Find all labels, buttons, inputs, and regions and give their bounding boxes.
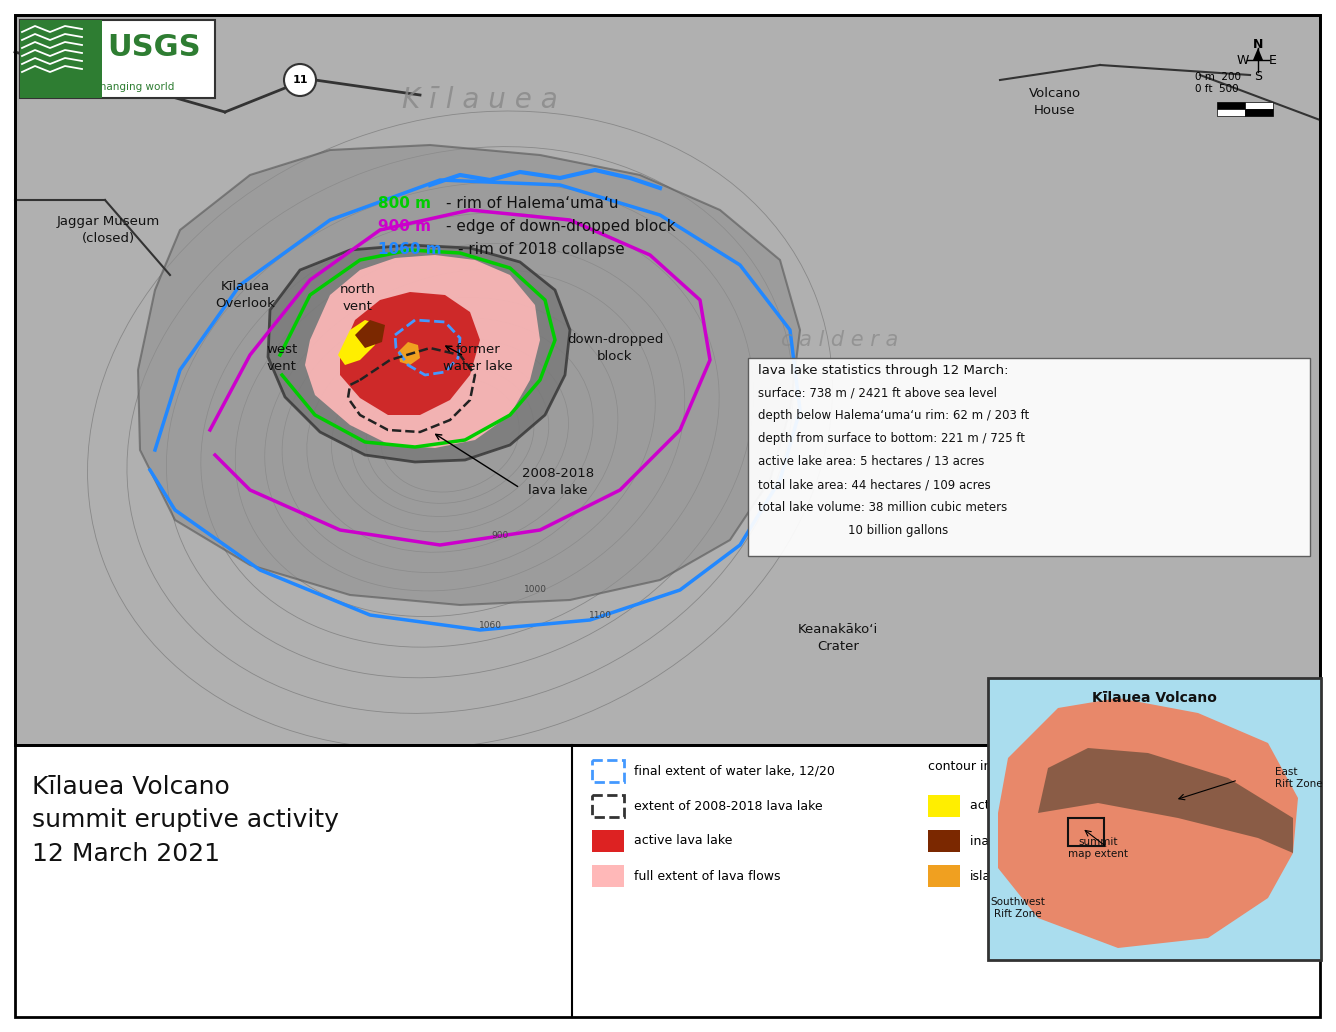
Polygon shape — [1038, 748, 1293, 853]
Bar — [1067, 818, 1104, 846]
Bar — [15, 15, 1320, 745]
Text: extent of 2008-2018 lava lake: extent of 2008-2018 lava lake — [635, 800, 823, 812]
Text: 1060 m: 1060 m — [378, 241, 442, 257]
Text: Volcano
House: Volcano House — [1029, 87, 1081, 117]
Bar — [15, 745, 1320, 1017]
Text: N: N — [1253, 37, 1263, 51]
Text: Kīlauea Volcano: Kīlauea Volcano — [1092, 691, 1217, 705]
Text: - edge of down-dropped block: - edge of down-dropped block — [446, 219, 676, 234]
Polygon shape — [998, 698, 1299, 948]
Text: 800 m: 800 m — [378, 196, 432, 211]
Text: total lake volume: 38 million cubic meters: total lake volume: 38 million cubic mete… — [758, 501, 1007, 514]
Text: S: S — [1255, 69, 1263, 83]
Text: 900: 900 — [492, 530, 509, 540]
Text: - rim of 2018 collapse: - rim of 2018 collapse — [458, 241, 625, 257]
FancyBboxPatch shape — [748, 358, 1311, 556]
Text: summit
map extent: summit map extent — [1067, 837, 1128, 860]
Text: active lake area: 5 hectares / 13 acres: active lake area: 5 hectares / 13 acres — [758, 455, 985, 467]
Bar — [20, 20, 102, 98]
Text: 900 m: 900 m — [378, 219, 432, 234]
Text: W: W — [1237, 54, 1249, 66]
Bar — [929, 865, 961, 886]
Bar — [15, 15, 1320, 745]
Text: final extent of water lake, 12/20: final extent of water lake, 12/20 — [635, 765, 835, 777]
Bar — [592, 865, 624, 886]
Bar — [929, 795, 961, 817]
Text: 1000: 1000 — [524, 585, 546, 594]
Text: 0 m  200: 0 m 200 — [1194, 72, 1241, 82]
Text: - rim of Halemaʻumaʻu: - rim of Halemaʻumaʻu — [446, 196, 619, 211]
Text: Kīlauea
Overlook: Kīlauea Overlook — [215, 280, 275, 310]
Text: East
Rift Zone: East Rift Zone — [1275, 767, 1323, 789]
Polygon shape — [398, 342, 420, 365]
Text: Southwest
Rift Zone: Southwest Rift Zone — [990, 897, 1046, 920]
Polygon shape — [269, 245, 570, 462]
Text: USGS: USGS — [107, 33, 200, 63]
Text: Jaggar Museum
(closed): Jaggar Museum (closed) — [56, 215, 159, 245]
Text: 1060: 1060 — [478, 620, 501, 630]
Polygon shape — [1253, 49, 1263, 60]
Text: Keanakākoʻi
Crater: Keanakākoʻi Crater — [798, 623, 878, 653]
Text: active lava lake: active lava lake — [635, 835, 732, 847]
Text: 0 ft  500: 0 ft 500 — [1194, 84, 1238, 94]
Text: island: island — [970, 870, 1007, 882]
Polygon shape — [138, 146, 800, 605]
Bar — [929, 830, 961, 852]
Text: total lake area: 44 hectares / 109 acres: total lake area: 44 hectares / 109 acres — [758, 478, 991, 491]
Text: former
water lake: former water lake — [444, 343, 513, 373]
Polygon shape — [305, 255, 540, 448]
Text: depth from surface to bottom: 221 m / 725 ft: depth from surface to bottom: 221 m / 72… — [758, 432, 1025, 445]
Text: full extent of lava flows: full extent of lava flows — [635, 870, 780, 882]
Text: north
vent: north vent — [341, 283, 375, 313]
Text: surface: 738 m / 2421 ft above sea level: surface: 738 m / 2421 ft above sea level — [758, 386, 997, 399]
Text: E: E — [1269, 54, 1277, 66]
Text: 1100: 1100 — [588, 611, 612, 619]
Text: depth below Halemaʻumaʻu rim: 62 m / 203 ft: depth below Halemaʻumaʻu rim: 62 m / 203… — [758, 409, 1029, 422]
FancyBboxPatch shape — [20, 20, 215, 98]
Text: 10 billion gallons: 10 billion gallons — [758, 524, 949, 537]
Bar — [1245, 102, 1273, 109]
Text: inactive eruptive vent: inactive eruptive vent — [970, 835, 1108, 847]
Polygon shape — [355, 320, 385, 348]
Text: active eruptive vent: active eruptive vent — [970, 800, 1097, 812]
Text: 2008-2018
lava lake: 2008-2018 lava lake — [522, 467, 595, 497]
Text: science for a changing world: science for a changing world — [24, 82, 175, 92]
Text: west
vent: west vent — [266, 343, 298, 373]
Bar — [989, 678, 1321, 960]
Bar — [592, 830, 624, 852]
Text: K ī l a u e a: K ī l a u e a — [402, 86, 558, 114]
Text: contour interval: 20 m (66 ft): contour interval: 20 m (66 ft) — [929, 760, 1110, 773]
Text: 11: 11 — [293, 75, 307, 85]
Polygon shape — [339, 292, 480, 415]
Bar — [1217, 109, 1245, 116]
Bar — [1245, 109, 1273, 116]
Text: down-dropped
block: down-dropped block — [566, 333, 663, 363]
Polygon shape — [338, 320, 379, 365]
Bar — [1217, 102, 1245, 109]
Text: c a l d e r a: c a l d e r a — [782, 330, 899, 350]
Text: Kīlauea Volcano
summit eruptive activity
12 March 2021: Kīlauea Volcano summit eruptive activity… — [32, 775, 339, 866]
Text: lava lake statistics through 12 March:: lava lake statistics through 12 March: — [758, 364, 1009, 377]
Circle shape — [285, 64, 317, 96]
